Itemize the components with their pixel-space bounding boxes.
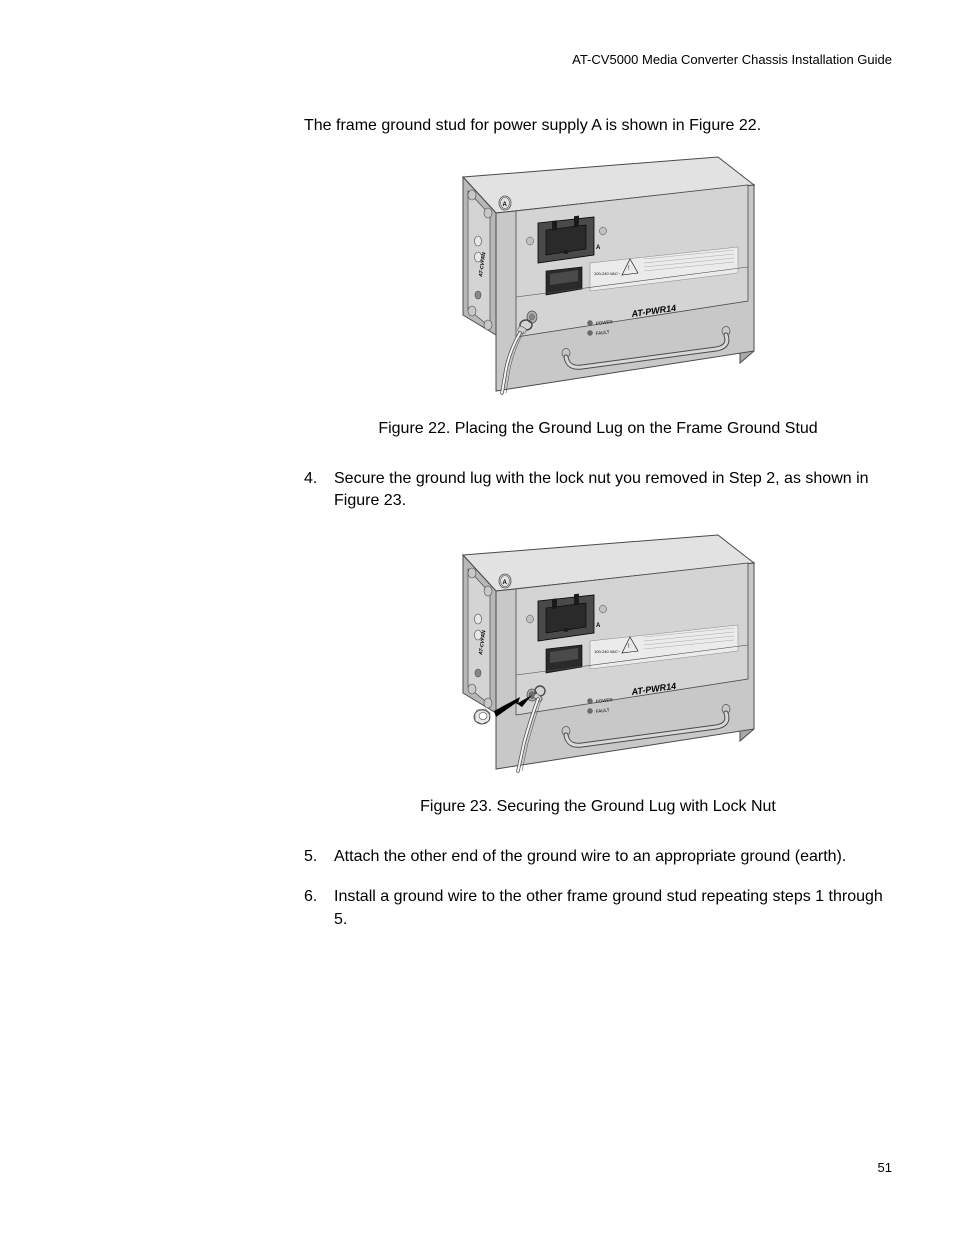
svg-text:A: A — [596, 623, 601, 629]
step-5-text: Attach the other end of the ground wire … — [334, 846, 892, 868]
step-4-num: 4. — [304, 468, 334, 513]
page-content: The frame ground stud for power supply A… — [62, 117, 892, 931]
step-6: 6. Install a ground wire to the other fr… — [304, 886, 892, 931]
svg-text:A: A — [596, 245, 601, 251]
step-6-num: 6. — [304, 886, 334, 931]
figure-23-container: AT-CVFAN A A 100-240 VAC~ ! — [304, 533, 892, 778]
step-4-text: Secure the ground lug with the lock nut … — [334, 468, 892, 513]
svg-text:100-240 VAC~: 100-240 VAC~ — [594, 271, 621, 276]
figure-22-container: AT-CVFAN A A — [304, 155, 892, 400]
step-5: 5. Attach the other end of the ground wi… — [304, 846, 892, 868]
step-6-text: Install a ground wire to the other frame… — [334, 886, 892, 931]
figure-23-caption: Figure 23. Securing the Ground Lug with … — [304, 798, 892, 816]
intro-text: The frame ground stud for power supply A… — [304, 117, 892, 135]
figure-22-caption: Figure 22. Placing the Ground Lug on the… — [304, 420, 892, 438]
step-4: 4. Secure the ground lug with the lock n… — [304, 468, 892, 513]
svg-text:100-240 VAC~: 100-240 VAC~ — [594, 649, 621, 654]
page-number: 51 — [878, 1160, 892, 1175]
figure-23-diagram: AT-CVFAN A A 100-240 VAC~ ! — [438, 533, 758, 773]
page-header: AT-CV5000 Media Converter Chassis Instal… — [62, 52, 892, 67]
step-5-num: 5. — [304, 846, 334, 868]
header-title: AT-CV5000 Media Converter Chassis Instal… — [572, 52, 892, 67]
svg-text:A: A — [503, 202, 508, 208]
svg-text:A: A — [503, 580, 508, 586]
figure-22-diagram: AT-CVFAN A A — [438, 155, 758, 395]
